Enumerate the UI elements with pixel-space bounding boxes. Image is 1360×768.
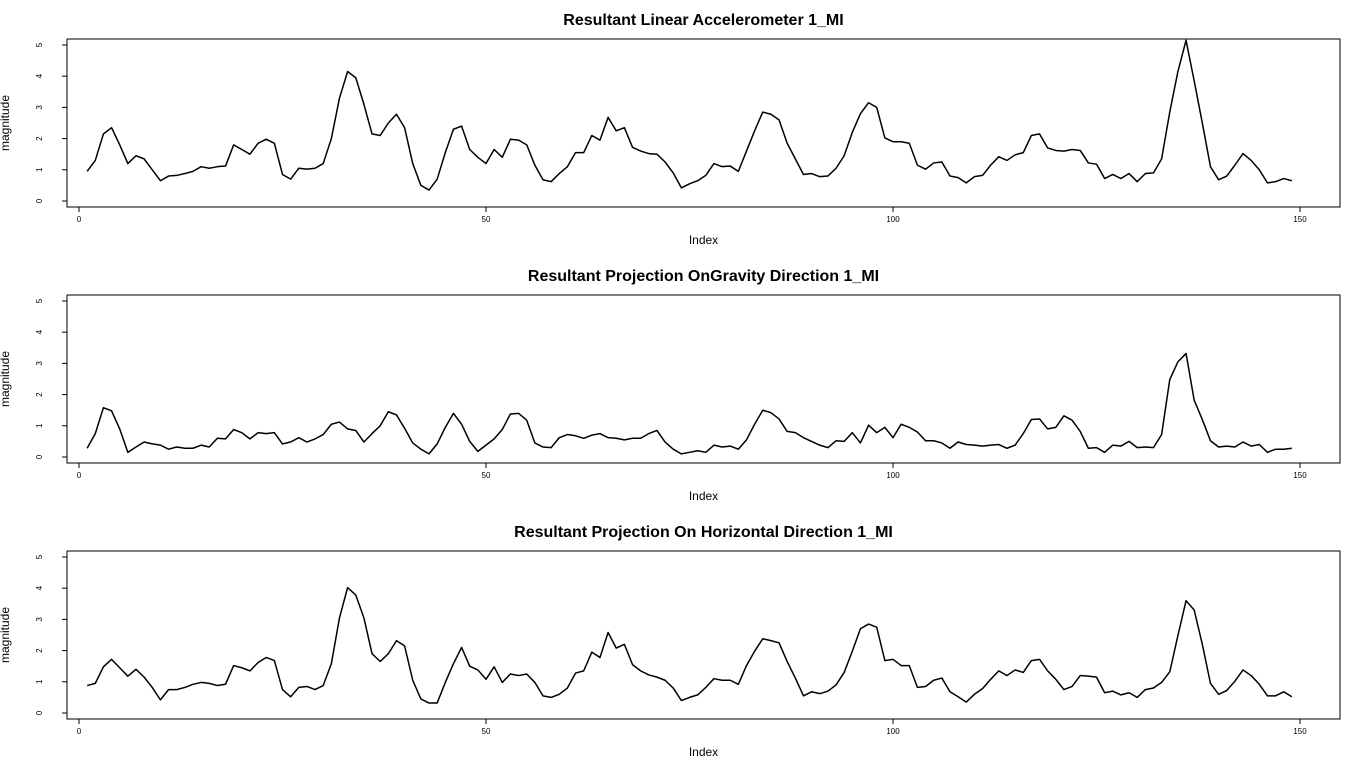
x-tick-label: 0	[77, 727, 82, 736]
series-line-1	[86, 352, 1292, 455]
chart-panel-1: Resultant Linear Accelerometer 1_MI Index…	[0, 12, 1341, 247]
y-tick-label: 4	[35, 329, 44, 334]
y-tick-label: 5	[35, 554, 44, 559]
y-tick-label: 5	[35, 298, 44, 303]
y-tick-label: 0	[35, 454, 44, 459]
chart-title: Resultant Projection OnGravity Direction…	[528, 268, 879, 285]
x-tick-label: 100	[886, 471, 900, 480]
x-axis-label: Index	[689, 745, 718, 759]
x-tick-label: 0	[77, 215, 82, 224]
plot-frame	[66, 294, 1341, 464]
y-tick-label: 0	[35, 710, 44, 715]
x-axis-label: Index	[689, 489, 718, 503]
y-tick-label: 1	[35, 679, 44, 684]
y-axis-label: magnitude	[0, 607, 12, 663]
y-tick-label: 4	[35, 585, 44, 590]
y-tick-label: 3	[35, 105, 44, 110]
plot-frame	[66, 38, 1341, 208]
y-tick-label: 0	[35, 198, 44, 203]
x-tick-label: 50	[482, 727, 491, 736]
y-tick-label: 1	[35, 423, 44, 428]
x-tick-label: 100	[886, 215, 900, 224]
y-tick-label: 3	[35, 617, 44, 622]
x-tick-label: 150	[1293, 727, 1307, 736]
y-tick-label: 1	[35, 167, 44, 172]
x-tick-label: 100	[886, 727, 900, 736]
x-axis-label: Index	[689, 233, 718, 247]
y-tick-label: 2	[35, 136, 44, 141]
series-line-1	[86, 586, 1293, 704]
plot-frame	[66, 550, 1341, 720]
chart-title: Resultant Projection On Horizontal Direc…	[514, 524, 893, 541]
x-tick-label: 0	[77, 471, 82, 480]
y-tick-label: 2	[35, 648, 44, 653]
y-tick-label: 3	[35, 361, 44, 366]
x-tick-label: 150	[1293, 471, 1307, 480]
chart-panel-2: Resultant Projection OnGravity Direction…	[0, 268, 1341, 503]
x-tick-label: 150	[1293, 215, 1307, 224]
x-tick-label: 50	[482, 471, 491, 480]
y-tick-label: 5	[35, 42, 44, 47]
y-axis-label: magnitude	[0, 95, 12, 151]
chart-panel-3: Resultant Projection On Horizontal Direc…	[0, 524, 1341, 759]
y-axis-label: magnitude	[0, 351, 12, 407]
series-line-1	[86, 39, 1293, 191]
y-tick-label: 4	[35, 73, 44, 78]
y-tick-label: 2	[35, 392, 44, 397]
chart-title: Resultant Linear Accelerometer 1_MI	[563, 12, 843, 29]
x-tick-label: 50	[482, 215, 491, 224]
